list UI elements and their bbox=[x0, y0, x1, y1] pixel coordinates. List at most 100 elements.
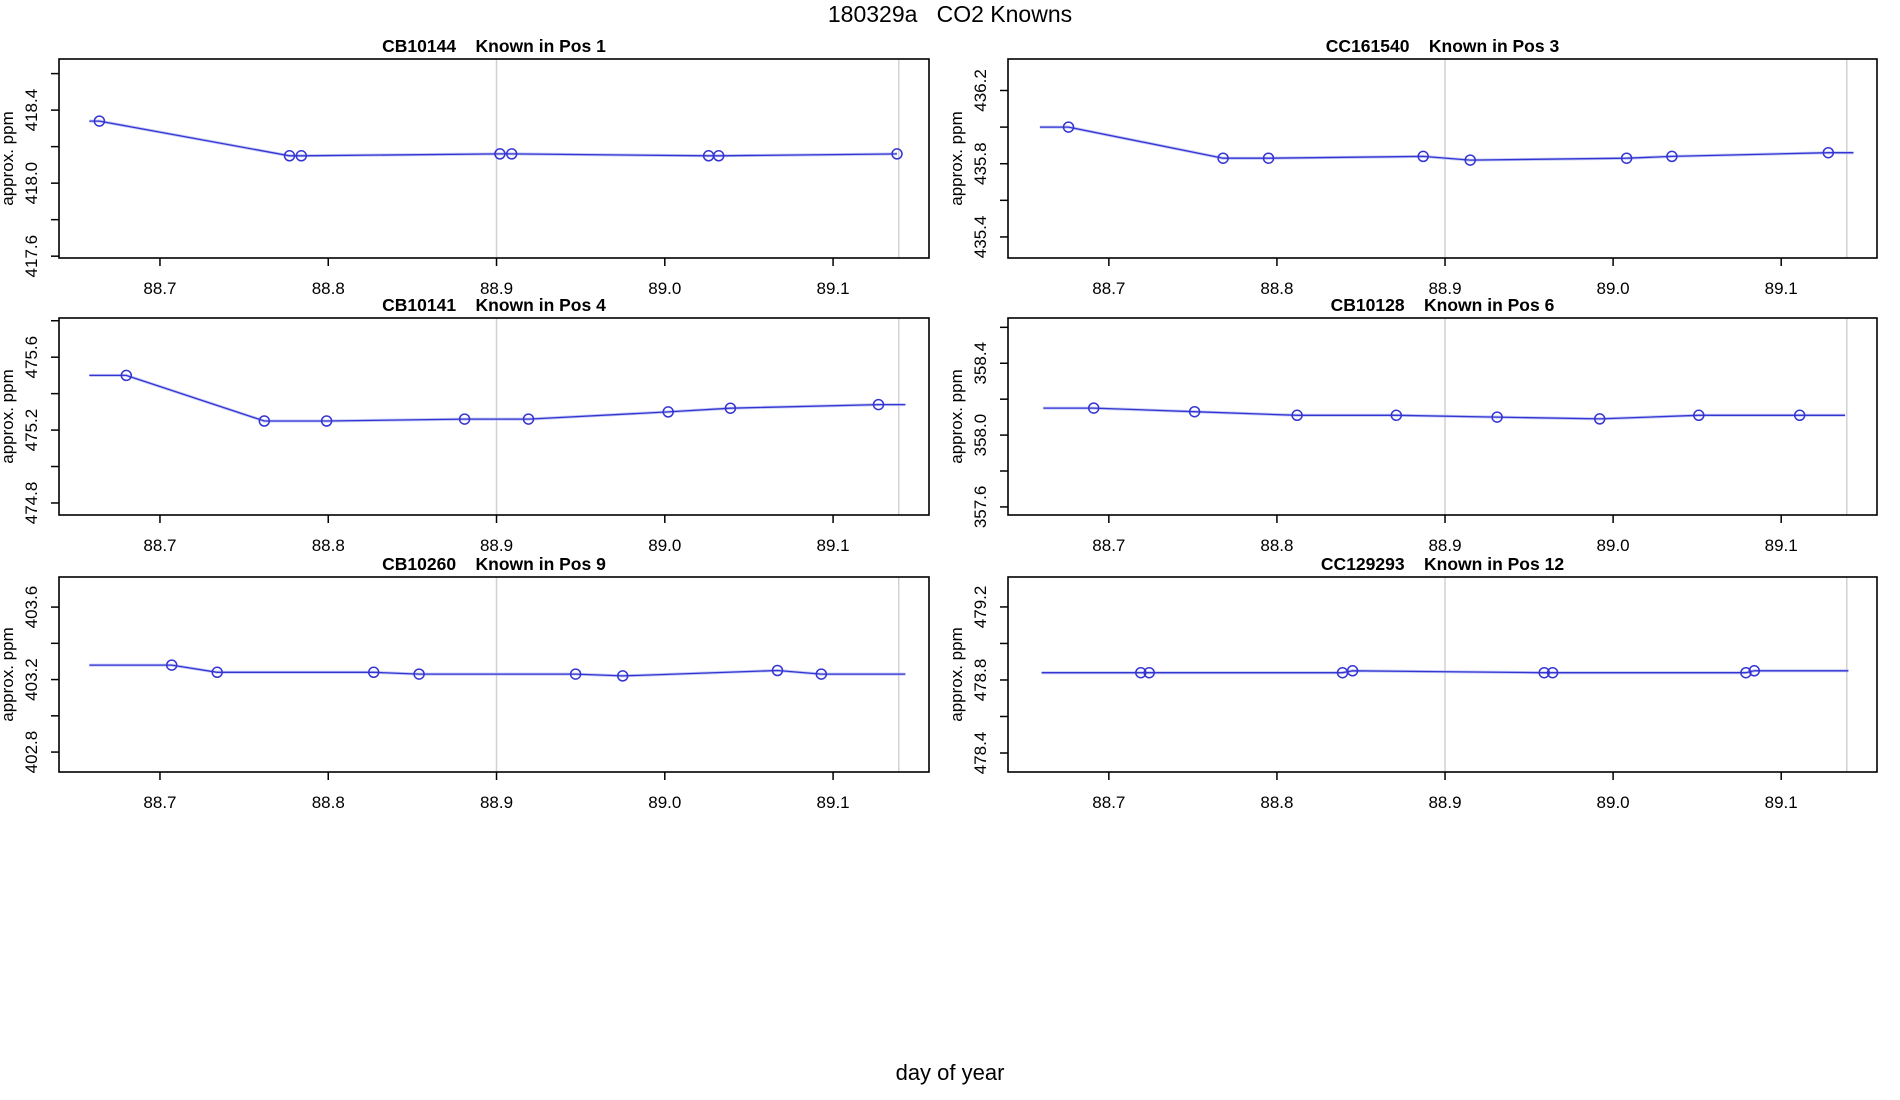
data-point bbox=[458, 413, 471, 425]
x-tick-label: 89.0 bbox=[648, 536, 681, 555]
series-line-halo bbox=[89, 119, 898, 158]
x-tick-label: 88.9 bbox=[1428, 793, 1461, 812]
y-tick-label: 479.2 bbox=[971, 586, 990, 629]
data-point bbox=[494, 148, 506, 160]
plot-box bbox=[58, 317, 930, 516]
plot-box bbox=[1007, 58, 1878, 259]
panel-title: CB10141 Known in Pos 4 bbox=[382, 295, 606, 315]
data-point bbox=[295, 150, 308, 162]
data-point bbox=[1538, 666, 1550, 679]
y-tick-label: 403.2 bbox=[22, 658, 41, 701]
series-line-halo bbox=[1043, 406, 1846, 421]
y-axis-label: approx. ppm bbox=[0, 627, 17, 722]
data-point bbox=[662, 406, 674, 418]
x-tick-label: 88.9 bbox=[480, 793, 513, 812]
x-tick-label: 88.9 bbox=[480, 279, 513, 298]
y-tick-label: 358.0 bbox=[971, 414, 990, 457]
x-tick-label: 88.8 bbox=[1260, 536, 1293, 555]
y-tick-label: 418.0 bbox=[22, 162, 41, 205]
series-line bbox=[89, 120, 898, 157]
data-point bbox=[1346, 665, 1359, 677]
x-tick-label: 88.9 bbox=[1428, 279, 1461, 298]
panel-CB10128: 88.7 88.8 88.9 89.0 89.1 357.6 358.0 358.4 CB101… bbox=[947, 295, 1878, 555]
data-point bbox=[1291, 409, 1303, 422]
panel-CB10141: 88.7 88.8 88.9 89.0 89.1 474.8 475.2 475.6 CB101… bbox=[0, 295, 930, 555]
series-line bbox=[1043, 407, 1846, 420]
y-tick-label: 357.6 bbox=[971, 486, 990, 529]
data-point bbox=[815, 668, 828, 680]
y-tick-label: 417.6 bbox=[22, 235, 41, 278]
x-tick-label: 89.1 bbox=[1765, 536, 1798, 555]
data-point bbox=[165, 659, 178, 671]
x-tick-label: 88.9 bbox=[480, 536, 513, 555]
data-point bbox=[1262, 152, 1275, 164]
series-line-halo bbox=[89, 373, 906, 423]
panel-title: CC129293 Known in Pos 12 bbox=[1321, 554, 1564, 574]
data-point bbox=[1417, 150, 1429, 163]
panel-CC129293: 88.7 88.8 88.9 89.0 89.1 478.4 478.8 479.2 CC129… bbox=[947, 554, 1878, 812]
panel-title: CC161540 Known in Pos 3 bbox=[1326, 36, 1560, 56]
y-tick-label: 478.8 bbox=[971, 659, 990, 702]
data-point bbox=[1748, 665, 1761, 677]
x-tick-label: 88.9 bbox=[1428, 536, 1461, 555]
x-tick-label: 88.7 bbox=[1092, 793, 1125, 812]
panel-CC161540: 88.7 88.8 88.9 89.0 89.1 435.4 435.8 436.2 CC161… bbox=[947, 36, 1878, 298]
y-tick-label: 474.8 bbox=[22, 482, 41, 525]
data-point bbox=[211, 666, 223, 679]
data-point bbox=[1217, 152, 1229, 164]
x-tick-label: 88.8 bbox=[1260, 793, 1293, 812]
data-point bbox=[505, 148, 518, 160]
data-point bbox=[891, 148, 903, 160]
data-point bbox=[616, 670, 629, 682]
y-axis-label: approx. ppm bbox=[0, 111, 17, 206]
x-tick-label: 88.7 bbox=[1092, 536, 1125, 555]
y-tick-label: 478.4 bbox=[971, 732, 990, 775]
data-point bbox=[120, 369, 133, 382]
data-point bbox=[1740, 666, 1752, 679]
data-point bbox=[1464, 154, 1476, 166]
data-point bbox=[1793, 409, 1806, 422]
x-tick-label: 89.0 bbox=[648, 793, 681, 812]
x-tick-label: 88.8 bbox=[312, 793, 345, 812]
data-point bbox=[367, 666, 380, 679]
data-point bbox=[1620, 152, 1633, 164]
series-line bbox=[1039, 126, 1854, 161]
y-tick-label: 418.4 bbox=[22, 89, 41, 132]
series-line bbox=[89, 664, 906, 677]
x-tick-label: 89.1 bbox=[817, 793, 850, 812]
data-point bbox=[1666, 150, 1678, 163]
figure-title: 180329a CO2 Knowns bbox=[827, 1, 1073, 27]
y-tick-label: 403.6 bbox=[22, 586, 41, 629]
x-tick-label: 89.0 bbox=[1597, 793, 1630, 812]
data-point bbox=[1491, 411, 1503, 423]
plot-box bbox=[1007, 576, 1878, 773]
x-tick-label: 88.7 bbox=[143, 793, 176, 812]
data-point bbox=[413, 668, 425, 680]
y-tick-label: 435.4 bbox=[971, 216, 990, 259]
x-axis-label: day of year bbox=[895, 1060, 1005, 1085]
data-point bbox=[320, 415, 333, 427]
data-point bbox=[258, 415, 271, 427]
data-point bbox=[283, 150, 296, 162]
data-point bbox=[724, 402, 737, 414]
data-point bbox=[712, 150, 725, 162]
x-tick-label: 88.7 bbox=[143, 536, 176, 555]
data-point bbox=[1593, 413, 1606, 425]
y-axis-label: approx. ppm bbox=[947, 369, 966, 464]
data-point bbox=[1693, 409, 1705, 422]
y-tick-label: 436.2 bbox=[971, 69, 990, 112]
data-point bbox=[93, 115, 106, 127]
x-tick-label: 89.1 bbox=[1765, 793, 1798, 812]
data-point bbox=[1390, 409, 1403, 422]
data-point bbox=[522, 413, 535, 425]
panel-title: CB10128 Known in Pos 6 bbox=[1331, 295, 1555, 315]
data-point bbox=[1135, 666, 1147, 679]
y-tick-label: 475.6 bbox=[22, 336, 41, 379]
panel-CB10260: 88.7 88.8 88.9 89.0 89.1 402.8 403.2 403.6 CB102… bbox=[0, 554, 930, 812]
plot-box bbox=[58, 576, 930, 773]
x-tick-label: 88.8 bbox=[312, 536, 345, 555]
y-tick-label: 475.2 bbox=[22, 409, 41, 452]
data-point bbox=[1546, 666, 1559, 679]
x-tick-label: 89.1 bbox=[817, 536, 850, 555]
y-axis-label: approx. ppm bbox=[947, 627, 966, 722]
